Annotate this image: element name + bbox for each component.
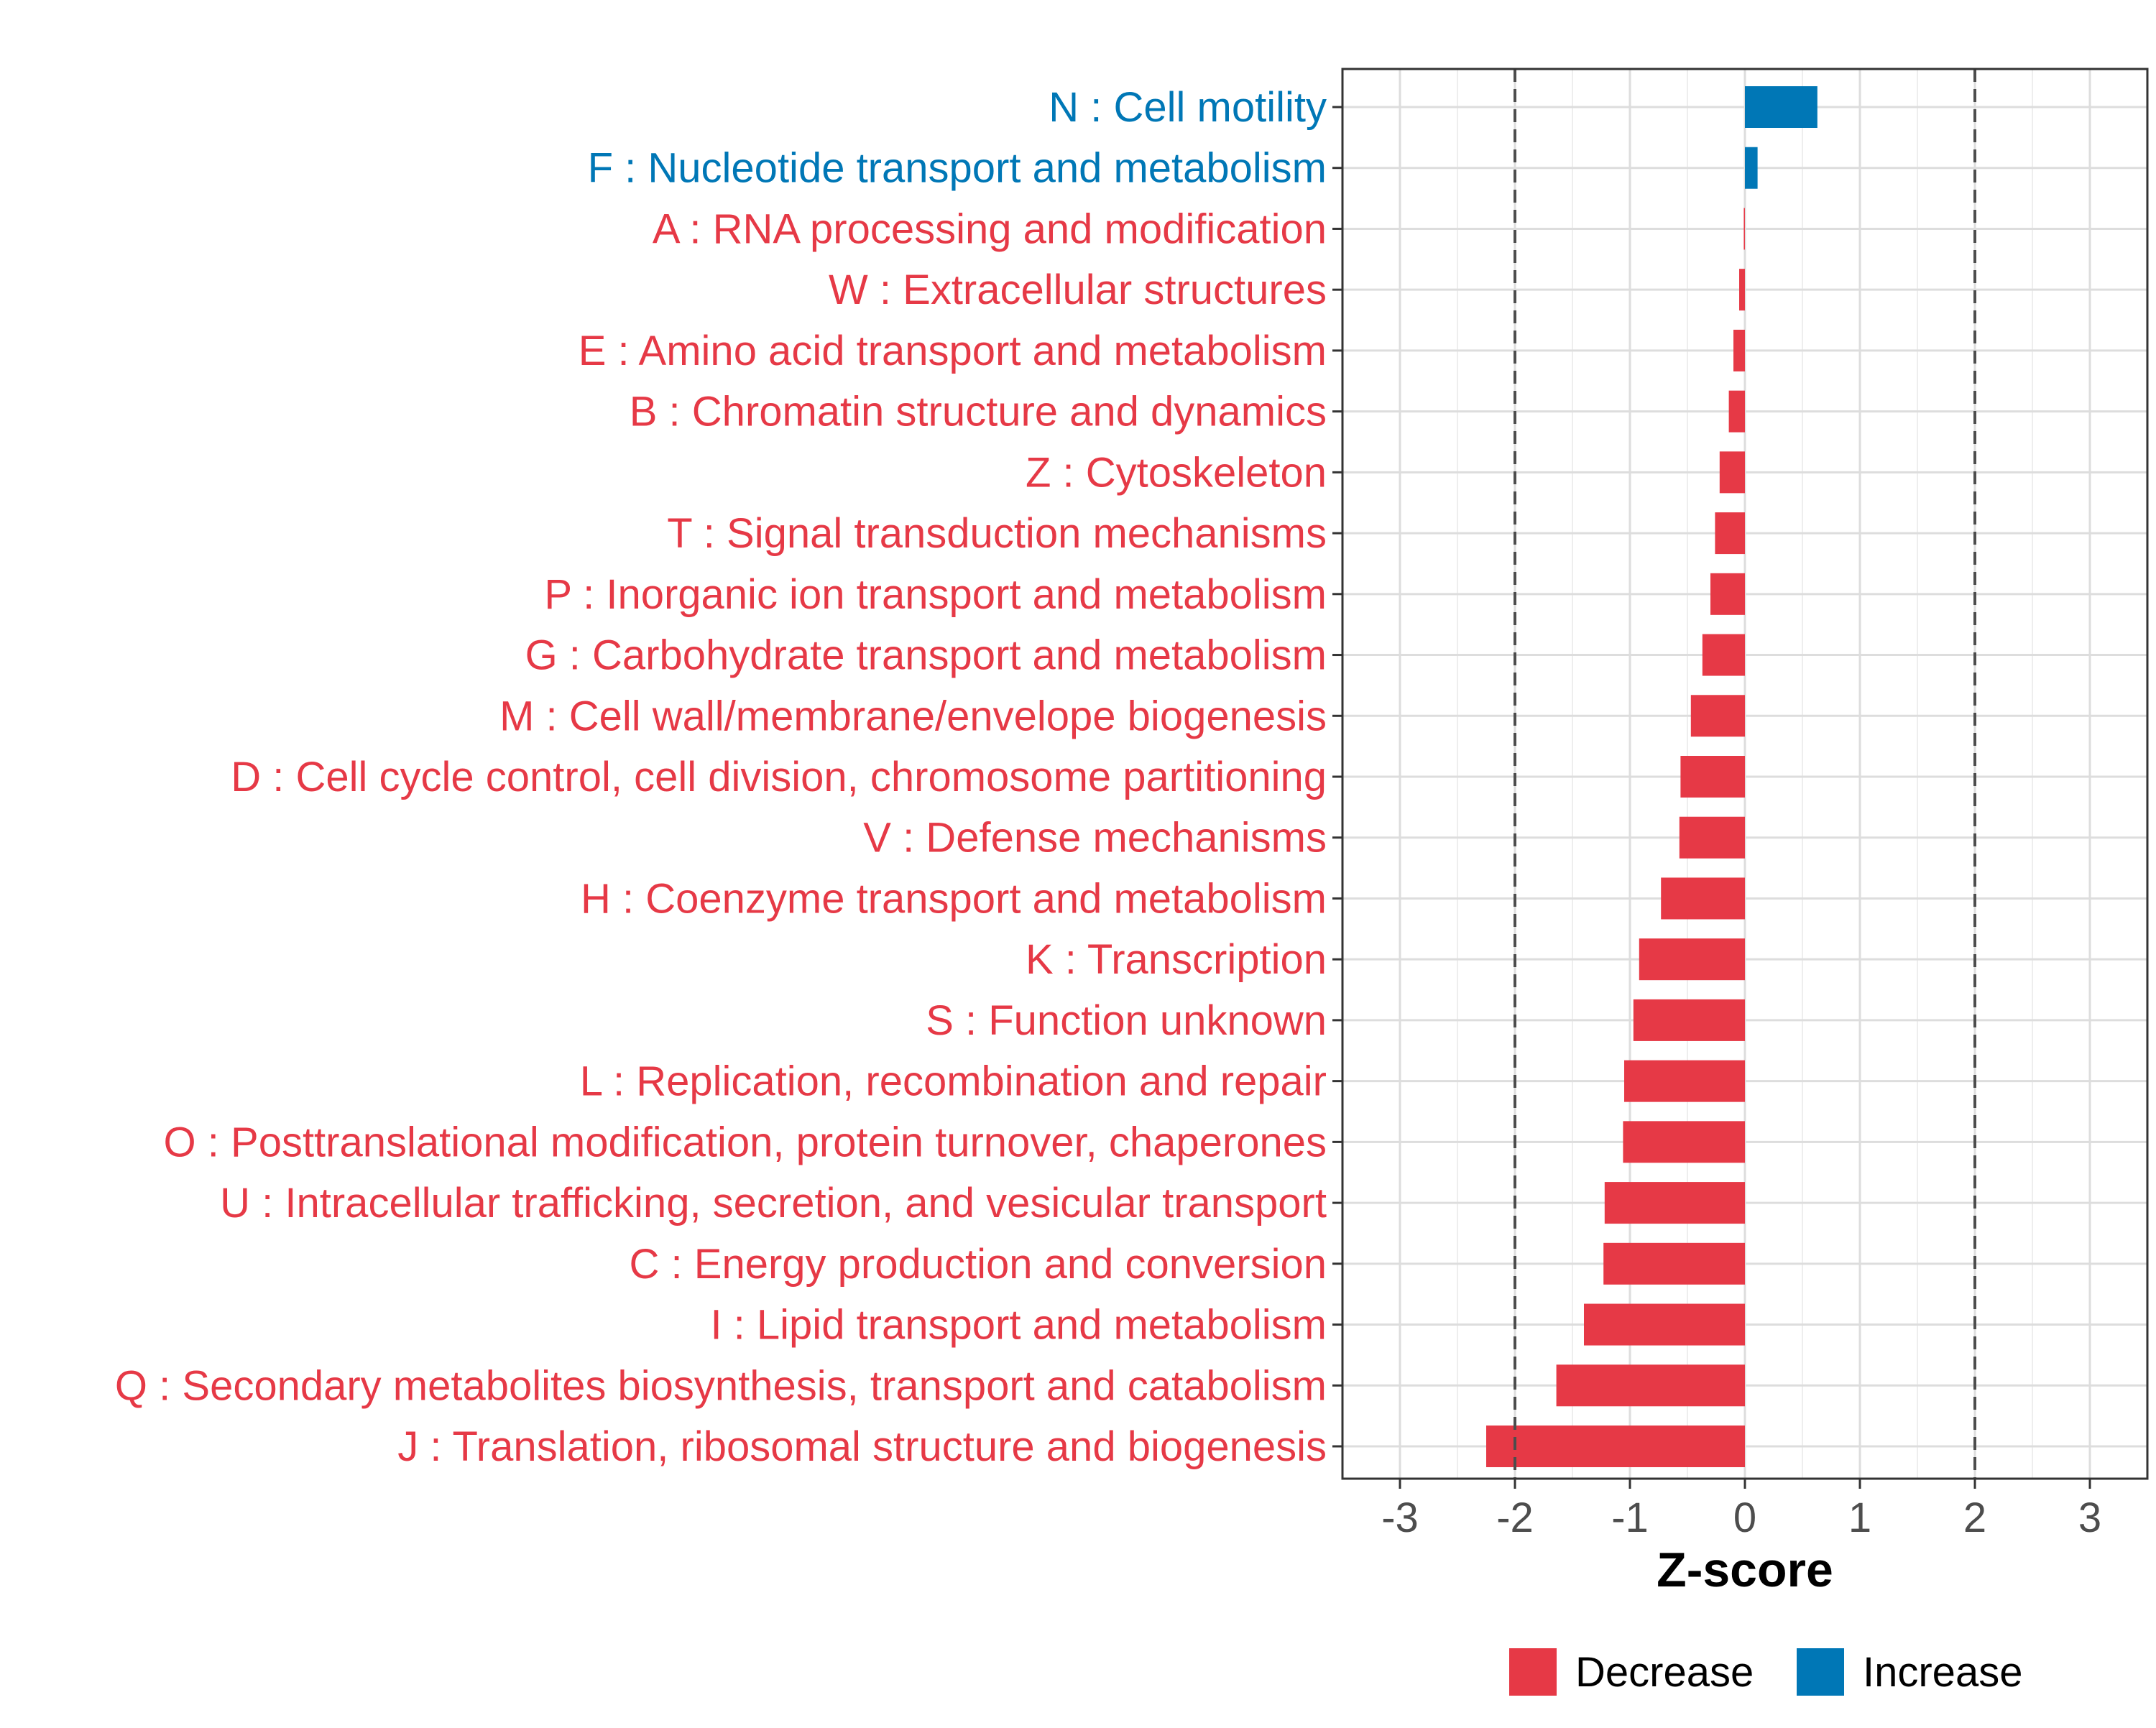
category-label-16: L : Replication, recombination and repai… [580,1058,1327,1105]
bar-16 [1624,1060,1745,1102]
category-label-10: M : Cell wall/membrane/envelope biogenes… [499,693,1327,739]
category-label-19: C : Energy production and conversion [630,1241,1327,1288]
x-tick-label-0: -3 [1381,1494,1419,1541]
bar-7 [1715,512,1745,555]
bar-15 [1633,999,1745,1041]
legend-label-increase: Increase [1863,1649,2022,1696]
category-label-12: V : Defense mechanisms [863,815,1327,861]
category-label-21: Q : Secondary metabolites biosynthesis, … [115,1362,1327,1409]
bar-12 [1679,816,1745,859]
category-label-13: H : Coenzyme transport and metabolism [581,875,1327,922]
bar-14 [1639,938,1745,981]
category-label-5: B : Chromatin structure and dynamics [630,389,1327,435]
bar-20 [1584,1303,1745,1346]
category-label-4: E : Amino acid transport and metabolism [579,328,1327,374]
x-tick-label-3: 0 [1733,1494,1756,1541]
x-tick-label-5: 2 [1963,1494,1986,1541]
bar-18 [1604,1182,1745,1224]
bar-8 [1710,573,1745,615]
bar-21 [1556,1364,1745,1407]
category-label-9: G : Carbohydrate transport and metabolis… [525,632,1327,679]
category-label-3: W : Extracellular structures [829,267,1327,313]
x-axis-title: Z-score [1657,1543,1833,1597]
category-label-0: N : Cell motility [1049,84,1327,131]
category-label-20: I : Lipid transport and metabolism [710,1302,1327,1349]
bar-6 [1719,451,1745,494]
legend-key-increase [1797,1648,1844,1696]
bar-1 [1745,147,1758,189]
bar-11 [1680,756,1745,798]
bar-4 [1733,329,1745,371]
bar-0 [1745,86,1818,128]
x-tick-label-1: -2 [1496,1494,1534,1541]
category-label-1: F : Nucleotide transport and metabolism [588,145,1327,192]
category-label-15: S : Function unknown [926,997,1327,1044]
category-label-17: O : Posttranslational modification, prot… [164,1119,1327,1165]
bar-19 [1603,1242,1745,1285]
legend-key-decrease [1509,1648,1557,1696]
category-label-8: P : Inorganic ion transport and metaboli… [544,571,1327,618]
x-tick-label-6: 3 [2078,1494,2101,1541]
bar-10 [1690,695,1745,737]
category-label-6: Z : Cytoskeleton [1026,449,1327,496]
bar-9 [1702,634,1745,676]
category-label-7: T : Signal transduction mechanisms [667,510,1327,557]
x-tick-label-4: 1 [1848,1494,1871,1541]
category-label-18: U : Intracellular trafficking, secretion… [220,1180,1327,1226]
x-tick-label-2: -1 [1611,1494,1649,1541]
bar-3 [1739,269,1745,311]
bar-5 [1728,390,1745,433]
category-label-2: A : RNA processing and modification [653,205,1327,252]
legend-label-decrease: Decrease [1575,1649,1754,1696]
category-label-22: J : Translation, ribosomal structure and… [397,1423,1327,1470]
bar-2 [1743,208,1745,250]
bar-22 [1486,1426,1745,1467]
bar-17 [1623,1121,1745,1163]
bar-13 [1661,877,1745,920]
category-label-14: K : Transcription [1026,936,1327,983]
category-label-11: D : Cell cycle control, cell division, c… [231,754,1327,800]
